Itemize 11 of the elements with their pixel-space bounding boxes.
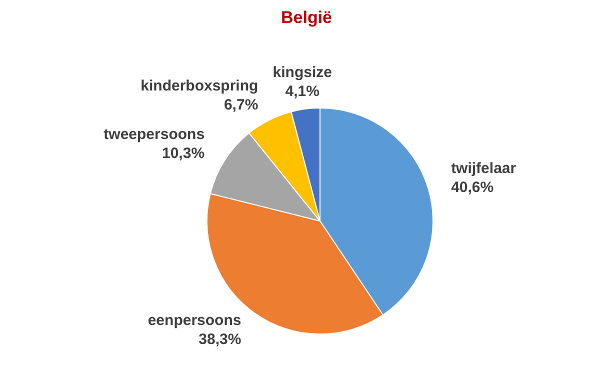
- data-label: 10,3%: [162, 145, 205, 162]
- data-label: 6,7%: [224, 96, 258, 114]
- chart-title: België: [280, 8, 334, 28]
- data-label: 4,1%: [285, 83, 320, 100]
- slice-label: kingsize: [272, 64, 332, 82]
- slice-label: kinderboxspring: [140, 78, 258, 95]
- slice-label: eenpersoons: [148, 312, 242, 330]
- data-label: 38,3%: [198, 331, 242, 348]
- slice-label: twijfelaar: [451, 160, 516, 178]
- data-label: 40,6%: [451, 179, 494, 196]
- slice-label: tweepersoons: [104, 126, 205, 144]
